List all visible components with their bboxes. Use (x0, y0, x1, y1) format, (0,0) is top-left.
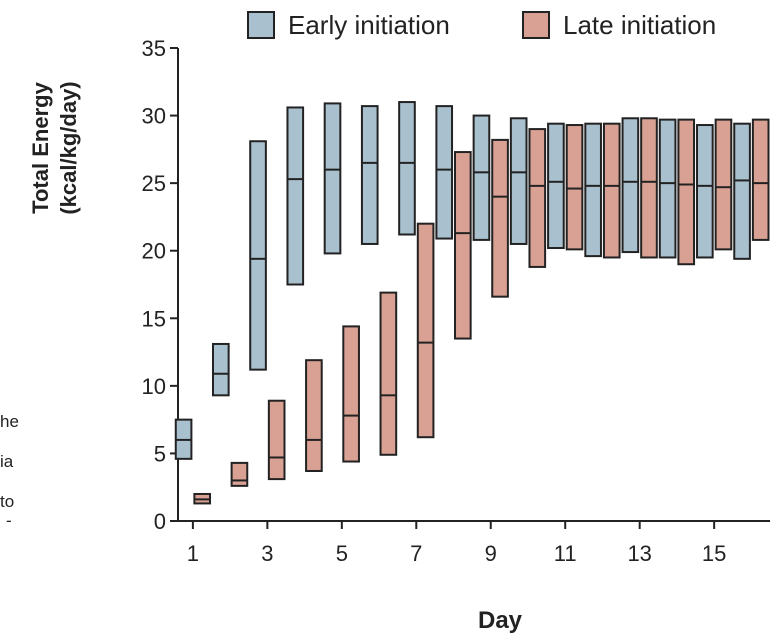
early-box-day-3 (249, 140, 267, 371)
y-tick-label: 20 (142, 239, 166, 264)
side-fragment-4: - (6, 511, 12, 530)
y-tick-label: 25 (142, 171, 166, 196)
early-box-day-14 (658, 118, 677, 259)
side-fragment-3: to (0, 492, 15, 511)
x-tick-label: 1 (187, 541, 199, 566)
early-box-day-4 (286, 106, 305, 286)
late-legend-label: Late initiation (563, 10, 716, 40)
y-tick-label: 35 (142, 36, 166, 61)
late-box-day-12 (602, 122, 621, 259)
early-box-day-11 (547, 122, 565, 250)
early-box-day-8 (435, 105, 454, 240)
late-box-day-11 (565, 124, 584, 251)
late-box-day-10 (528, 128, 547, 268)
early-box-day-10 (509, 117, 528, 245)
late-box-day-5 (342, 325, 360, 463)
early-box-day-2 (211, 342, 230, 397)
y-tick-label: 30 (142, 104, 166, 129)
y-tick-label: 10 (142, 374, 166, 399)
early-legend-swatch (247, 11, 275, 39)
early-box-day-5 (323, 102, 342, 255)
late-box-day-6 (379, 291, 398, 456)
early-box-day-9 (472, 114, 491, 241)
late-box-day-3 (267, 399, 286, 481)
x-tick-label: 3 (261, 541, 273, 566)
late-box-day-8 (454, 151, 472, 340)
late-box-day-14 (677, 118, 696, 266)
y-tick-label: 5 (154, 441, 166, 466)
late-legend-swatch (522, 11, 550, 39)
y-axis-title-line2: (kcal/kg/day) (56, 81, 81, 214)
x-tick-label: 9 (485, 541, 497, 566)
late-box-day-7 (416, 222, 435, 439)
late-box-day-13 (640, 117, 658, 259)
late-box-day-4 (305, 359, 323, 472)
early-box-day-7 (398, 101, 416, 236)
late-box-day-2 (230, 461, 249, 487)
y-tick-label: 15 (142, 306, 166, 331)
late-box-day-16 (751, 118, 770, 241)
x-tick-label: 13 (627, 541, 651, 566)
x-axis-title: Day (478, 607, 523, 634)
early-legend-label: Early initiation (288, 10, 450, 40)
side-fragment-2: ia (0, 452, 14, 471)
y-axis-title-line1: Total Energy (28, 81, 53, 213)
x-tick-label: 15 (702, 541, 726, 566)
x-tick-label: 7 (410, 541, 422, 566)
early-box-day-13 (621, 117, 640, 254)
late-box-day-15 (714, 118, 733, 251)
y-tick-label: 0 (154, 509, 166, 534)
x-tick-label: 5 (336, 541, 348, 566)
early-box-day-16 (733, 122, 751, 260)
side-fragment-1: he (0, 412, 19, 431)
early-box-day-6 (360, 105, 379, 245)
x-tick-label: 11 (554, 541, 577, 566)
late-box-day-9 (491, 138, 509, 298)
early-box-day-12 (584, 122, 602, 258)
early-box-day-15 (696, 124, 714, 259)
